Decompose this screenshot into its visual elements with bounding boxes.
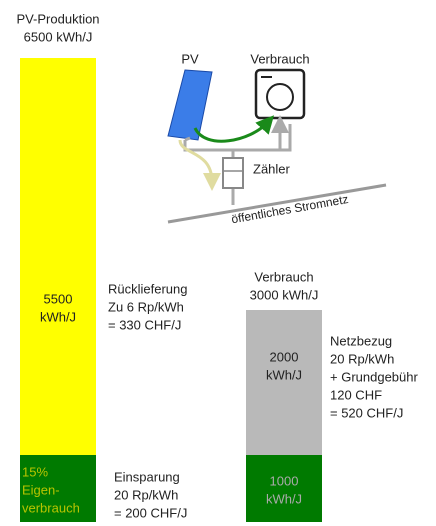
pv-label: PV xyxy=(181,51,199,66)
bar-label: 1000 xyxy=(270,473,299,488)
note: Einsparung xyxy=(114,469,180,484)
feed-in-bar xyxy=(20,58,96,455)
feed-in-flow xyxy=(178,139,221,191)
solar-panel xyxy=(167,69,213,141)
meter-label: Zähler xyxy=(253,161,291,176)
bar-label: 15% xyxy=(22,464,48,479)
bar-label: kWh/J xyxy=(266,367,302,382)
grid-bar xyxy=(246,310,322,455)
bar-label: kWh/J xyxy=(40,309,76,324)
mount xyxy=(184,136,191,142)
note: = 330 CHF/J xyxy=(108,317,181,332)
meter xyxy=(222,157,244,189)
self-use-bar xyxy=(20,455,96,522)
bar-label: kWh/J xyxy=(266,491,302,506)
washing-machine-door xyxy=(266,83,294,111)
note: = 200 CHF/J xyxy=(114,505,187,520)
consumer-label: Verbrauch xyxy=(250,51,309,66)
bar-label: 2000 xyxy=(270,349,299,364)
bar-label: Eigen- xyxy=(22,482,60,497)
bar-label: 5500 xyxy=(44,291,73,306)
note: Zu 6 Rp/kWh xyxy=(108,299,184,314)
consumption-title: Verbrauch xyxy=(254,269,313,284)
pv-amount: 6500 kWh/J xyxy=(24,29,93,44)
note: 120 CHF xyxy=(330,387,382,402)
note: Rücklieferung xyxy=(108,281,188,296)
note: 20 Rp/kWh xyxy=(114,487,178,502)
note: Netzbezug xyxy=(330,333,392,348)
note: 20 Rp/kWh xyxy=(330,351,394,366)
note: + Grundgebühr xyxy=(330,369,418,384)
bar-label: verbrauch xyxy=(22,500,80,515)
wire xyxy=(183,124,292,152)
pv-title: PV-Produktion xyxy=(16,11,99,26)
grid-label: öffentliches Stromnetz xyxy=(230,192,349,226)
self-bar xyxy=(246,455,322,522)
self-use-flow xyxy=(193,115,275,143)
grid-line xyxy=(167,183,387,224)
note: = 520 CHF/J xyxy=(330,405,403,420)
consumption-amount: 3000 kWh/J xyxy=(250,287,319,302)
